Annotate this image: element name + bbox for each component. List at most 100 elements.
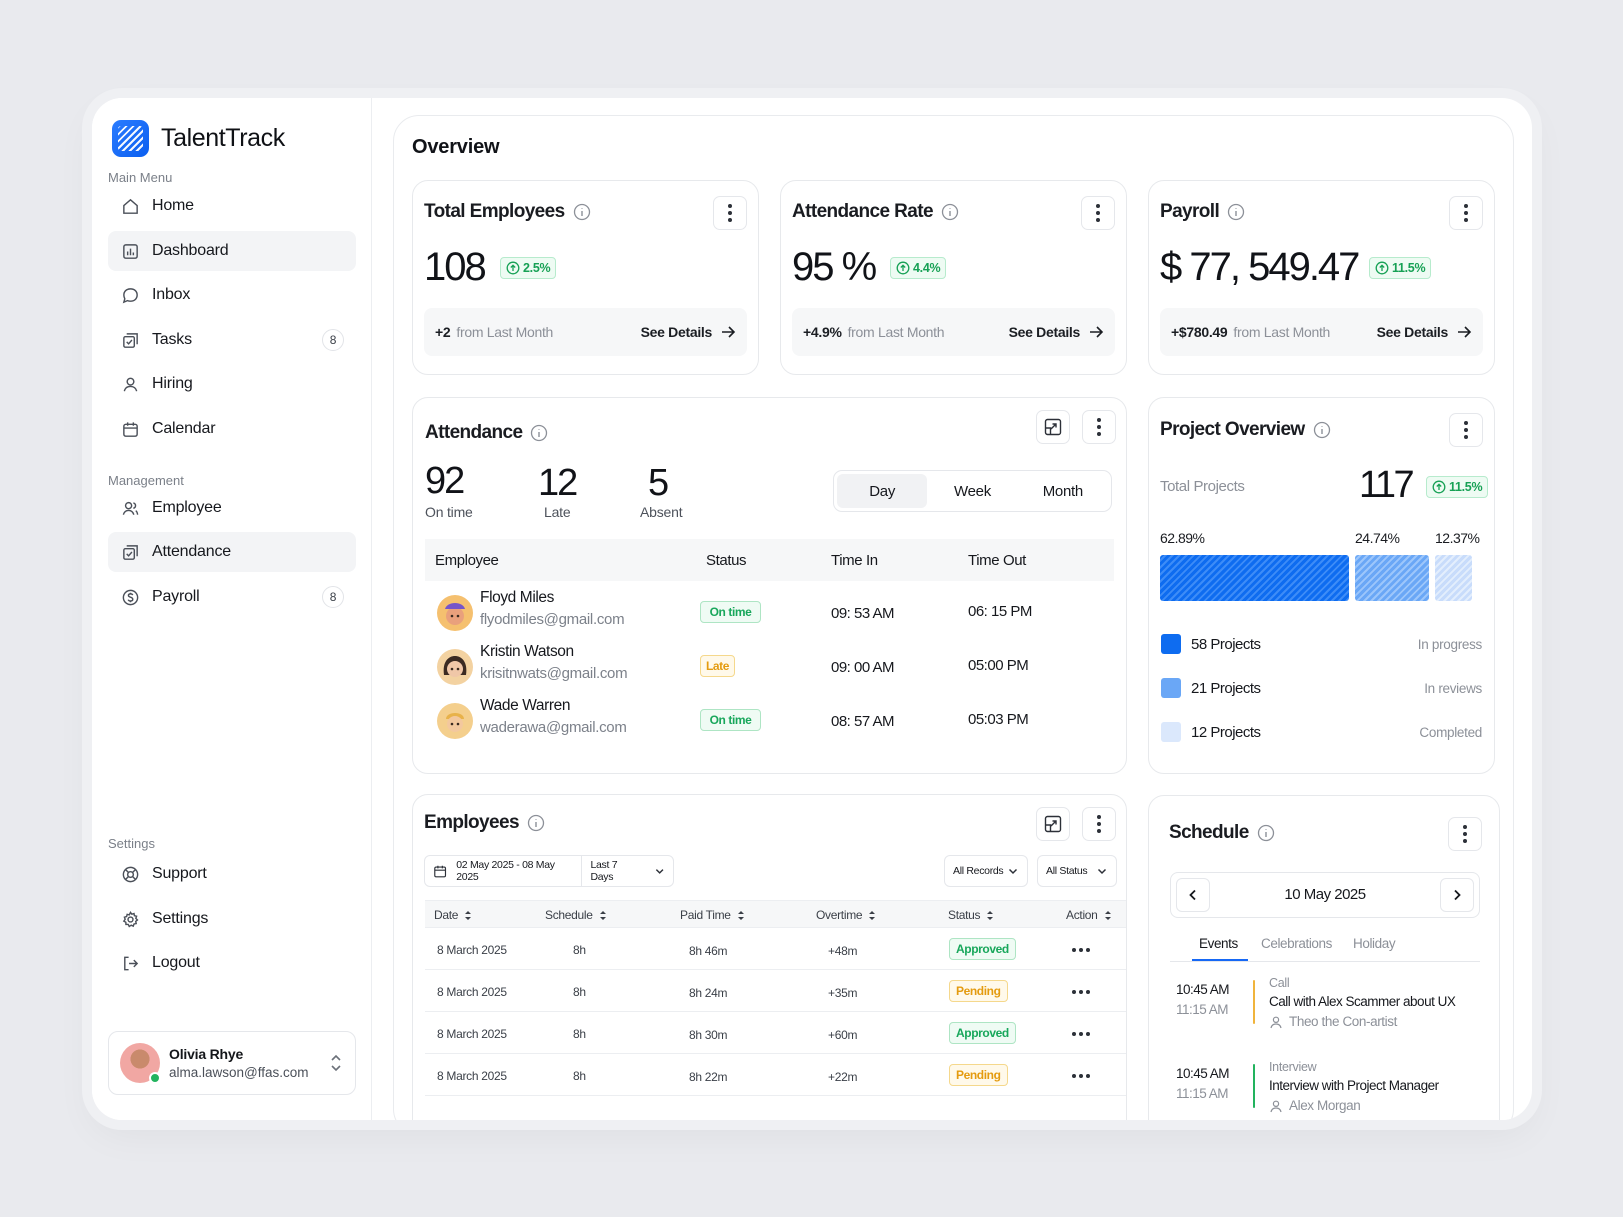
- kebab-icon: [1463, 824, 1467, 845]
- previous-day-button[interactable]: [1176, 878, 1210, 912]
- column-employee: Employee: [435, 551, 499, 569]
- late-count: 12: [538, 462, 578, 504]
- user-switcher[interactable]: Olivia Rhye alma.lawson@ffas.com: [108, 1031, 356, 1095]
- table-row[interactable]: Wade Warren waderawa@gmail.com On time 0…: [425, 695, 1114, 747]
- info-icon[interactable]: [941, 203, 959, 221]
- range-preset-value: Last 7 Days: [590, 859, 618, 883]
- column-label: Overtime: [816, 908, 863, 922]
- sidebar-item-dashboard[interactable]: Dashboard: [108, 231, 356, 271]
- table-row[interactable]: 8 March 2025 8h 8h 24m +35m Pending: [425, 970, 1126, 1012]
- sidebar-item-label: Attendance: [152, 543, 231, 560]
- sidebar-item-tasks[interactable]: Tasks 8: [108, 320, 356, 360]
- sidebar-item-home[interactable]: Home: [108, 186, 356, 226]
- sidebar-item-logout[interactable]: Logout: [108, 943, 356, 983]
- chevron-left-icon: [1189, 889, 1196, 901]
- info-icon[interactable]: [573, 203, 591, 221]
- column-label: Date: [434, 908, 459, 922]
- tab-holiday[interactable]: Holiday: [1353, 936, 1396, 951]
- sidebar-item-inbox[interactable]: Inbox: [108, 275, 356, 315]
- info-icon[interactable]: [1227, 203, 1245, 221]
- arrow-up-circle-icon: [506, 261, 520, 275]
- see-details-link[interactable]: See Details: [1377, 324, 1472, 340]
- table-row[interactable]: 8 March 2025 8h 8h 22m +22m Pending: [425, 1054, 1126, 1096]
- column-label: Action: [1066, 908, 1098, 922]
- logo-icon: [112, 120, 149, 157]
- table-row[interactable]: 8 March 2025 8h 8h 30m +60m Approved: [425, 1012, 1126, 1054]
- status-filter-select[interactable]: All Status: [1037, 855, 1117, 887]
- tab-celebrations[interactable]: Celebrations: [1261, 936, 1332, 951]
- period-day-button[interactable]: Day: [837, 474, 928, 508]
- info-icon[interactable]: [1257, 824, 1275, 842]
- project-overview-card: Project Overview Total Projects 117 11.5…: [1148, 397, 1495, 774]
- stat-card-total-employees: Total Employees 108 2.5% +2 from Last Mo…: [412, 180, 759, 375]
- table-row[interactable]: Kristin Watson krisitnwats@gmail.com Lat…: [425, 641, 1114, 693]
- more-menu-button[interactable]: [1082, 807, 1116, 841]
- arrow-up-circle-icon: [1375, 261, 1389, 275]
- see-details-link[interactable]: See Details: [641, 324, 736, 340]
- trend-value: 2.5%: [523, 261, 551, 275]
- column-status[interactable]: Status: [948, 908, 994, 922]
- kebab-icon: [1464, 420, 1468, 441]
- more-menu-button[interactable]: [713, 196, 747, 230]
- app-logo[interactable]: TalentTrack: [112, 120, 285, 157]
- sidebar-item-attendance[interactable]: Attendance: [108, 532, 356, 572]
- expand-button[interactable]: [1036, 410, 1070, 444]
- table-row[interactable]: Floyd Miles flyodmiles@gmail.com On time…: [425, 587, 1114, 639]
- employee-name: Wade Warren: [480, 697, 571, 714]
- stat-delta: +2: [435, 324, 451, 340]
- column-action[interactable]: Action: [1066, 908, 1112, 922]
- schedule-event[interactable]: 10:45 AM 11:15 AM Call Call with Alex Sc…: [1170, 976, 1480, 1050]
- more-menu-button[interactable]: [1448, 817, 1482, 851]
- sidebar-item-hiring[interactable]: Hiring: [108, 364, 356, 404]
- legend-item-in-reviews: 21 Projects In reviews: [1161, 677, 1482, 699]
- employee-email: flyodmiles@gmail.com: [480, 611, 625, 628]
- next-day-button[interactable]: [1440, 878, 1474, 912]
- sidebar-item-payroll[interactable]: Payroll 8: [108, 577, 356, 617]
- more-menu-button[interactable]: [1081, 196, 1115, 230]
- current-date: 10 May 2025: [1284, 886, 1366, 903]
- column-label: Schedule: [545, 908, 593, 922]
- event-title: Interview with Project Manager: [1269, 1078, 1439, 1093]
- info-icon[interactable]: [1313, 421, 1331, 439]
- range-preset-select[interactable]: Last 7 Days: [582, 856, 673, 886]
- more-menu-button[interactable]: [1449, 196, 1483, 230]
- date-range-picker[interactable]: 02 May 2025 - 08 May 2025: [425, 856, 583, 886]
- more-menu-button[interactable]: [1082, 410, 1116, 444]
- employee-email: waderawa@gmail.com: [480, 719, 627, 736]
- home-icon: [123, 198, 138, 214]
- expand-button[interactable]: [1036, 807, 1070, 841]
- sidebar-item-settings[interactable]: Settings: [108, 899, 356, 939]
- row-actions-button[interactable]: [1072, 1074, 1093, 1078]
- row-actions-button[interactable]: [1072, 990, 1093, 994]
- sort-icon: [869, 910, 876, 920]
- column-overtime[interactable]: Overtime: [816, 908, 876, 922]
- table-row[interactable]: 8 March 2025 8h 8h 46m +48m Approved: [425, 928, 1126, 970]
- column-date[interactable]: Date: [434, 908, 472, 922]
- see-details-link[interactable]: See Details: [1009, 324, 1104, 340]
- tab-events[interactable]: Events: [1199, 936, 1238, 951]
- sidebar-item-support[interactable]: Support: [108, 854, 356, 894]
- sidebar-item-employee[interactable]: Employee: [108, 488, 356, 528]
- column-paid-time[interactable]: Paid Time: [680, 908, 745, 922]
- schedule-event[interactable]: 10:45 AM 11:15 AM Interview Interview wi…: [1170, 1060, 1480, 1120]
- sidebar-item-label: Settings: [152, 910, 209, 927]
- schedule-card: Schedule 10 May 2025 Events Celebrations…: [1148, 795, 1500, 1120]
- period-month-button[interactable]: Month: [1042, 482, 1084, 500]
- cell-date: 8 March 2025: [437, 1069, 507, 1083]
- info-icon[interactable]: [527, 814, 545, 832]
- info-icon[interactable]: [530, 424, 548, 442]
- row-actions-button[interactable]: [1072, 948, 1093, 952]
- period-week-button[interactable]: Week: [954, 482, 991, 500]
- sidebar-item-calendar[interactable]: Calendar: [108, 409, 356, 449]
- more-menu-button[interactable]: [1449, 413, 1483, 447]
- sidebar: TalentTrack Main Menu Home Dashboard Inb…: [92, 98, 372, 1120]
- user-icon: [123, 377, 138, 391]
- row-actions-button[interactable]: [1072, 1032, 1093, 1036]
- column-schedule[interactable]: Schedule: [545, 908, 607, 922]
- records-filter-select[interactable]: All Records: [944, 855, 1028, 887]
- user-email: alma.lawson@ffas.com: [169, 1065, 309, 1080]
- management-label: Management: [108, 473, 184, 488]
- arrow-up-circle-icon: [896, 261, 910, 275]
- cell-paid-time: 8h 30m: [689, 1028, 728, 1042]
- time-in: 09: 53 AM: [831, 605, 895, 622]
